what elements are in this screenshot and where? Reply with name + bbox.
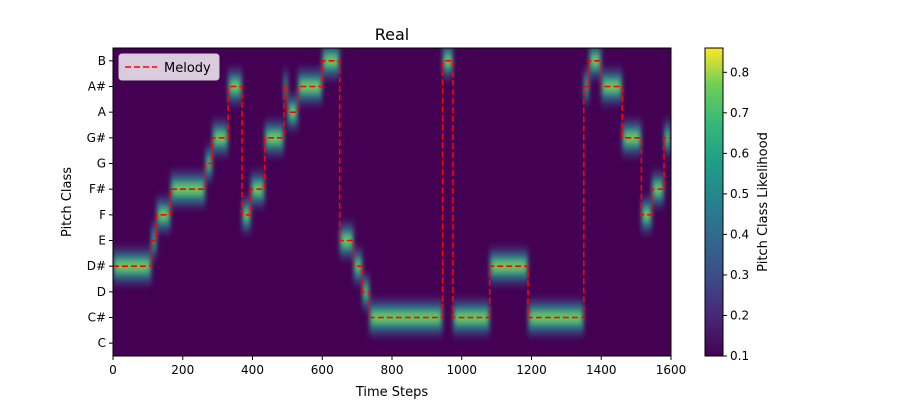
- heat-peak: [172, 184, 204, 194]
- y-tick-label: F#: [89, 182, 106, 196]
- y-tick-label: G: [97, 157, 106, 171]
- legend: Melody: [118, 53, 220, 81]
- y-axis-label: Pitch Class: [60, 167, 75, 237]
- heat-peak: [266, 133, 282, 143]
- x-tick-label: 800: [381, 363, 404, 377]
- y-axis: C C# D D# EF F# G G# A A# B: [87, 54, 113, 350]
- heat-peak: [643, 210, 650, 220]
- heat-peak: [624, 133, 640, 143]
- chart-title: Real: [375, 25, 410, 44]
- x-tick-label: 600: [311, 363, 334, 377]
- colorbar-tick-label: 0.5: [730, 187, 749, 201]
- legend-melody-label: Melody: [164, 61, 211, 76]
- plot-area: [112, 47, 672, 357]
- colorbar-tick-label: 0.4: [730, 227, 749, 241]
- y-tick-label: E: [98, 234, 106, 248]
- y-tick-label: G#: [87, 131, 106, 145]
- heat-peak: [341, 235, 352, 246]
- colorbar-tick-label: 0.6: [730, 146, 749, 160]
- y-tick-label: A: [98, 105, 107, 119]
- y-tick-label: B: [98, 54, 106, 68]
- x-tick-label: 200: [171, 363, 194, 377]
- heat-peak: [603, 81, 621, 92]
- x-axis-label: Time Steps: [355, 385, 429, 400]
- y-tick-label: D: [97, 285, 106, 299]
- y-tick-label: D#: [87, 259, 106, 273]
- y-tick-label: F: [99, 208, 106, 222]
- melody-line: [113, 60, 671, 319]
- colorbar-label: Pitch Class Likelihood: [756, 132, 771, 272]
- colorbar-tick-label: 0.2: [730, 308, 749, 322]
- x-tick-label: 1200: [516, 363, 547, 377]
- y-tick-label: C#: [88, 311, 106, 325]
- x-tick-label: 400: [241, 363, 264, 377]
- x-axis: 0 200 400 600 800 1000 1200 1400 1600: [109, 356, 686, 377]
- y-tick-label: A#: [88, 80, 106, 94]
- colorbar-tick-label: 0.8: [730, 65, 749, 79]
- x-tick-label: 1000: [446, 363, 477, 377]
- x-tick-label: 0: [109, 363, 117, 377]
- colorbar-tick-label: 0.3: [730, 268, 749, 282]
- colorbar-tick-label: 0.7: [730, 106, 749, 120]
- x-tick-label: 1400: [586, 363, 617, 377]
- colorbar-gradient: [704, 47, 724, 357]
- x-tick-label: 1600: [656, 363, 687, 377]
- colorbar-tick-label: 0.1: [730, 349, 749, 363]
- legend-box: [118, 53, 220, 81]
- heat-peak: [364, 287, 368, 297]
- heat-peak: [285, 81, 287, 92]
- heat-peak: [666, 133, 669, 143]
- colorbar-ticks: 0.1 0.2 0.3 0.4 0.5 0.6 0.7 0.8: [723, 65, 749, 363]
- colorbar: 0.1 0.2 0.3 0.4 0.5 0.6 0.7 0.8 Pitch Class Lik…: [704, 47, 771, 363]
- y-tick-label: C: [98, 336, 106, 350]
- melody-series: [113, 60, 671, 319]
